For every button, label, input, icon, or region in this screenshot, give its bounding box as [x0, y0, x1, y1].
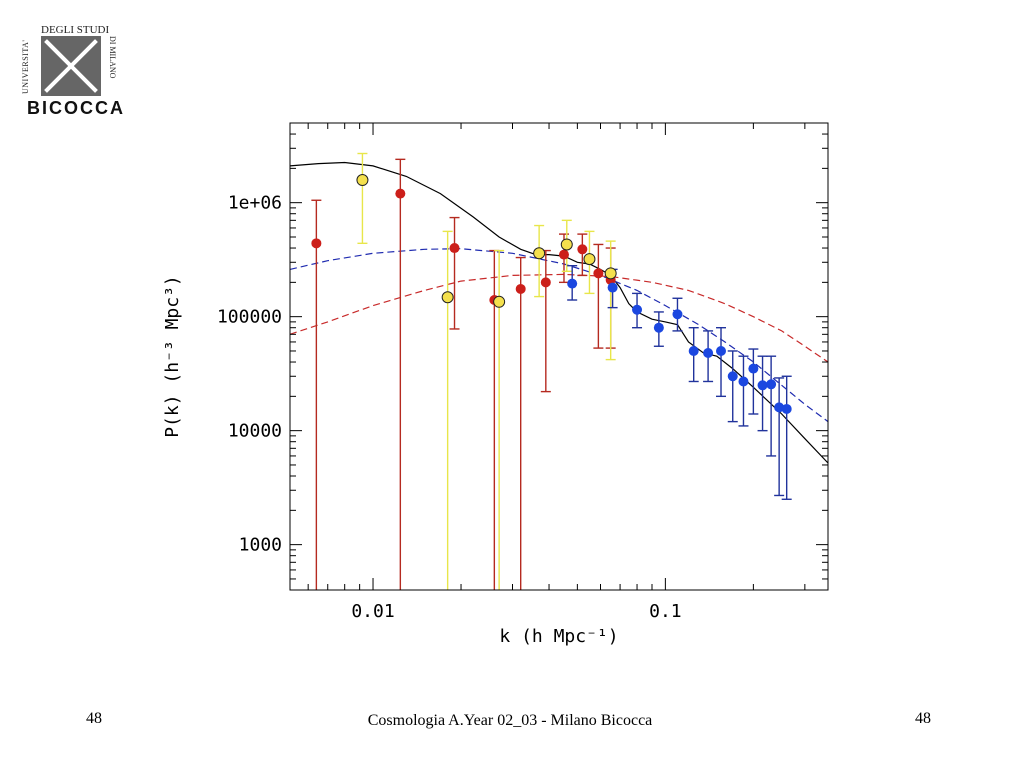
point-yellow-3	[533, 247, 546, 260]
x-axis-label: k (h Mpc⁻¹)	[499, 626, 618, 647]
point-blue-2	[632, 304, 643, 315]
logo-text-universita: UNIVERSITA'	[21, 39, 30, 94]
point-red-0	[311, 238, 322, 249]
y-tick-label: 100000	[217, 307, 282, 328]
point-red-2	[449, 243, 460, 254]
point-blue-11	[757, 380, 768, 391]
point-red-6	[558, 249, 569, 260]
axis-ticks	[290, 122, 828, 591]
point-blue-1	[607, 282, 618, 293]
point-yellow-6	[604, 267, 617, 280]
model-curves	[289, 161, 829, 464]
page-number-right: 48	[915, 710, 931, 727]
y-tick-label: 10000	[228, 421, 282, 442]
point-blue-13	[774, 402, 785, 413]
point-blue-8	[727, 371, 738, 382]
data-points	[311, 174, 792, 414]
point-blue-9	[738, 376, 749, 387]
curve-model_solid	[289, 161, 829, 464]
point-blue-12	[766, 379, 777, 390]
point-yellow-0	[356, 174, 369, 187]
university-logo: UNIVERSITA' DEGLI STUDI DI MILANO BICOCC…	[21, 22, 123, 122]
point-red-1	[395, 188, 406, 199]
plot-frame	[289, 122, 829, 591]
point-blue-6	[703, 347, 714, 358]
logo-emblem-icon	[41, 36, 101, 96]
point-blue-14	[781, 403, 792, 414]
point-blue-4	[672, 309, 683, 320]
point-blue-0	[567, 278, 578, 289]
error-bars	[311, 152, 792, 590]
x-tick-label: 0.1	[649, 601, 682, 622]
point-blue-3	[653, 322, 664, 333]
y-axis-label: P(k) (h⁻³ Mpc³)	[162, 275, 183, 438]
curve-model_blue	[289, 248, 829, 423]
page-number-left: 48	[86, 710, 102, 727]
point-red-5	[540, 277, 551, 288]
point-blue-10	[748, 363, 759, 374]
point-red-4	[515, 283, 526, 294]
logo-text-di-milano: DI MILANO	[108, 36, 117, 79]
point-blue-5	[688, 345, 699, 356]
timestamp-stamp	[843, 557, 855, 642]
point-yellow-4	[560, 238, 573, 251]
y-tick-label: 1000	[239, 535, 282, 556]
point-red-7	[577, 244, 588, 255]
point-red-8	[593, 268, 604, 279]
point-blue-7	[716, 345, 727, 356]
tick-labels: 0.01 0.1 1000 10000 100000 1e+06	[217, 193, 682, 622]
curve-model_red	[289, 273, 829, 363]
point-yellow-5	[583, 253, 596, 266]
point-yellow-2	[493, 295, 506, 308]
logo-text-degli-studi: DEGLI STUDI	[41, 24, 110, 36]
logo-text-bicocca: BICOCCA	[27, 98, 125, 118]
footer-title: Cosmologia A.Year 02_03 - Milano Bicocca	[367, 712, 653, 729]
y-tick-label: 1e+06	[228, 193, 282, 214]
point-yellow-1	[441, 291, 454, 304]
x-tick-label: 0.01	[351, 601, 394, 622]
